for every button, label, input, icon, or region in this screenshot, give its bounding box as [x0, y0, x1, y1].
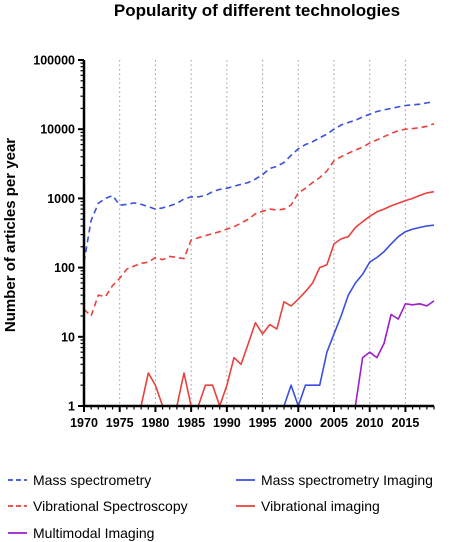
x-tick-label: 1975	[106, 416, 134, 430]
x-tick-label: 1970	[70, 416, 98, 430]
legend-label: Vibrational Spectroscopy	[33, 498, 188, 514]
y-tick-label: 10	[61, 330, 75, 344]
x-tick-label: 1980	[142, 416, 170, 430]
series-line	[354, 300, 435, 407]
series-line	[83, 122, 435, 317]
y-tick-label: 100000	[33, 54, 75, 68]
legend-label: Vibrational imaging	[261, 498, 380, 514]
y-tick-label: 100	[54, 261, 75, 275]
axes: 1 10 100 1000 10000 100000 1970 1975 1980 1985 199…	[33, 54, 435, 430]
legend-label: Mass spectrometry Imaging	[261, 472, 433, 488]
x-tick-label: 2005	[320, 416, 348, 430]
y-tick-label: 1	[68, 400, 75, 414]
y-axis-label: Number of articles per year	[2, 138, 19, 332]
series-lines	[83, 100, 435, 407]
x-tick-label: 2015	[392, 416, 420, 430]
series-line	[140, 190, 435, 407]
x-tick-label: 2010	[356, 416, 384, 430]
legend: Mass spectrometry Mass spectrometry Imagi…	[8, 472, 433, 541]
chart-title: Popularity of different technologies	[114, 1, 400, 20]
x-tick-label: 1985	[177, 416, 205, 430]
legend-label: Multimodal Imaging	[33, 525, 154, 541]
series-line	[262, 224, 435, 407]
y-tick-label: 1000	[47, 192, 75, 206]
x-tick-label: 2000	[284, 416, 312, 430]
grid	[119, 60, 406, 406]
x-tick-label: 1990	[213, 416, 241, 430]
y-tick-label: 10000	[40, 123, 75, 137]
legend-label: Mass spectrometry	[33, 472, 151, 488]
x-tick-label: 1995	[249, 416, 277, 430]
series-line	[83, 100, 435, 263]
